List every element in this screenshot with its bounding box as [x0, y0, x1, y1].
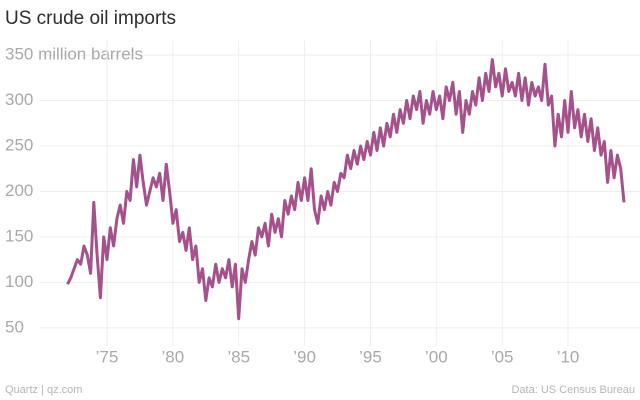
- x-tick-label: ’10: [557, 347, 580, 366]
- x-tick-label: ’90: [293, 347, 316, 366]
- x-tick-label: ’00: [425, 347, 448, 366]
- x-tick-label: ’05: [491, 347, 514, 366]
- y-tick-label: 300: [5, 90, 33, 109]
- y-tick-label: 350 million barrels: [5, 45, 143, 64]
- y-tick-label: 200: [5, 181, 33, 200]
- y-tick-label: 150: [5, 226, 33, 245]
- chart-title: US crude oil imports: [5, 8, 176, 29]
- x-tick-label: ’75: [96, 347, 119, 366]
- x-tick-label: ’85: [227, 347, 250, 366]
- source: Data: US Census Bureau: [511, 384, 635, 396]
- x-tick-label: ’80: [162, 347, 185, 366]
- x-tick-label: ’95: [359, 347, 382, 366]
- y-tick-label: 100: [5, 272, 33, 291]
- data-line: [66, 58, 626, 321]
- y-tick-label: 250: [5, 135, 33, 154]
- y-tick-label: 50: [5, 317, 24, 336]
- credit: Quartz | qz.com: [5, 384, 82, 396]
